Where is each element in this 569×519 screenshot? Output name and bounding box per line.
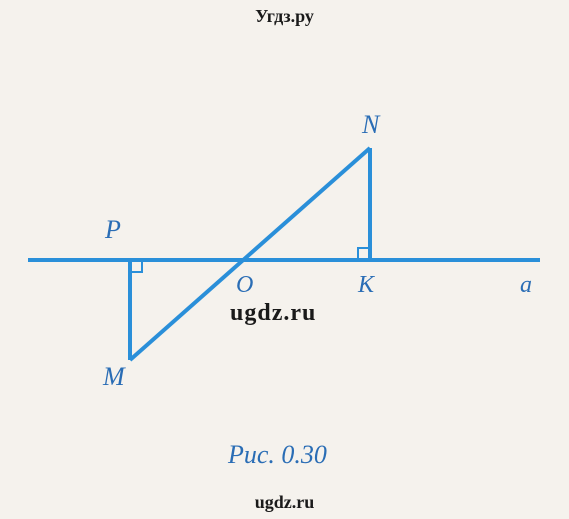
label-p: P [105,215,121,245]
label-a: a [520,272,532,299]
label-n: N [362,110,379,140]
label-o: O [236,272,253,299]
label-k: K [358,272,374,299]
footer-text: ugdz.ru [0,492,569,513]
segment-mn [130,148,370,360]
diagram: P N O K a M ugdz.ru Рис. 0.30 [0,0,569,519]
label-m: M [103,362,125,392]
watermark: ugdz.ru [230,300,316,327]
figure-caption: Рис. 0.30 [228,440,327,470]
